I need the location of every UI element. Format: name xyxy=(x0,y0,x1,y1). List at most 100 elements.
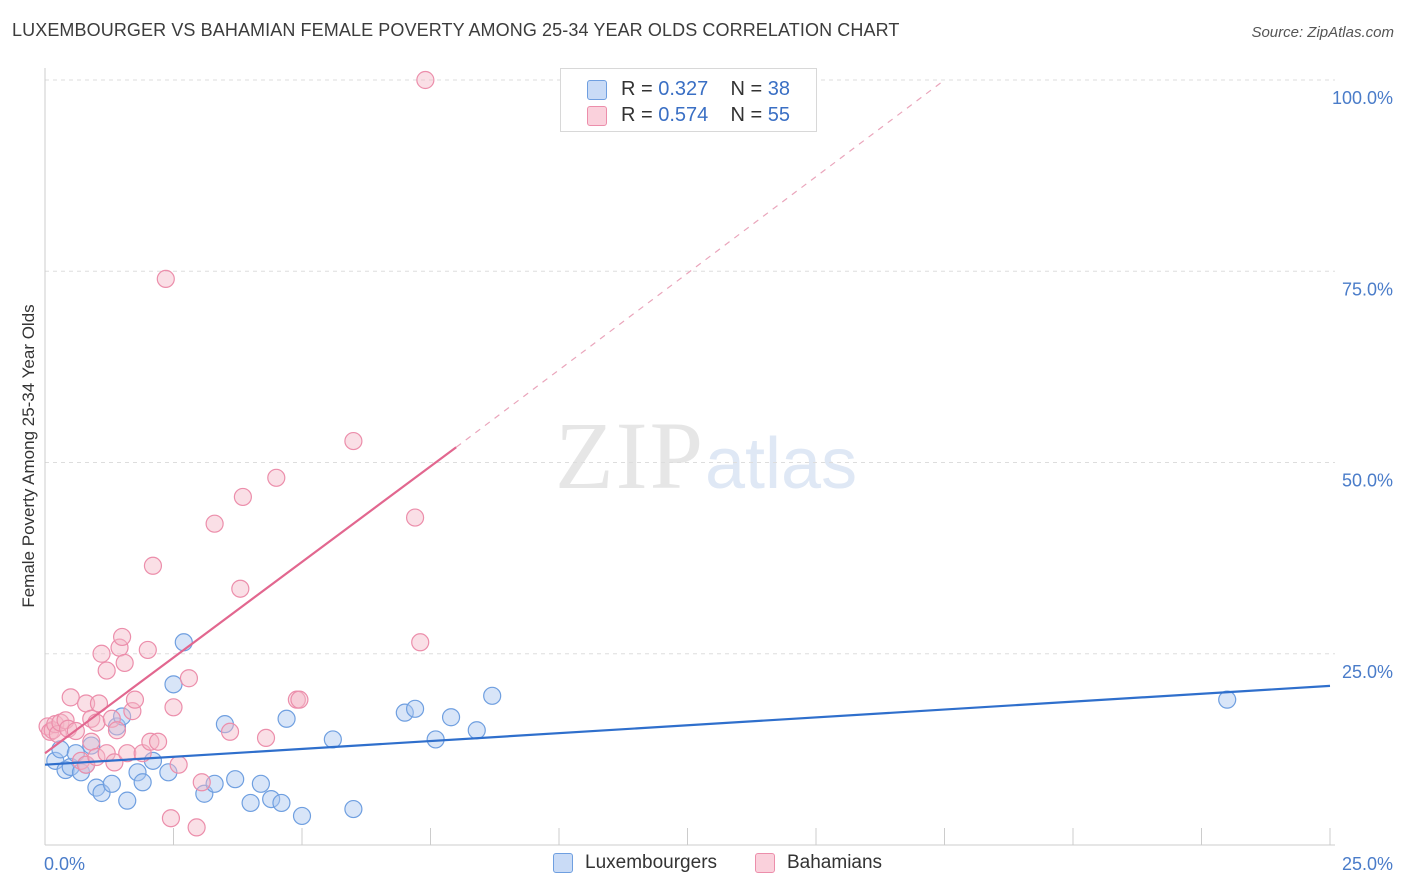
tick-labels: 100.0% 75.0% 50.0% 25.0% 0.0% 25.0% xyxy=(44,88,1393,874)
data-point-bahamians xyxy=(179,669,199,688)
data-point-bahamians xyxy=(416,70,435,90)
n-value: 55 xyxy=(767,104,791,126)
trend-line-luxembourgers xyxy=(44,684,1331,766)
correlation-legend: R = 0.327 N = 38 R = 0.574 N = 55 xyxy=(560,68,817,132)
r-label: R = xyxy=(621,78,653,100)
data-point-luxembourgers xyxy=(483,686,502,705)
data-point-bahamians xyxy=(187,818,206,837)
n-value: 38 xyxy=(767,78,791,100)
data-point-luxembourgers xyxy=(118,791,137,810)
data-point-luxembourgers xyxy=(174,633,193,652)
data-point-bahamians xyxy=(344,431,363,451)
y-tick-label: 50.0% xyxy=(1342,471,1393,491)
data-point-luxembourgers xyxy=(92,783,111,803)
watermark-zip: ZIP xyxy=(555,402,705,509)
n-label: N = xyxy=(730,78,763,100)
data-point-bahamians xyxy=(87,713,106,732)
legend-swatch-bahamians xyxy=(755,853,775,873)
data-point-bahamians xyxy=(125,690,145,709)
data-point-luxembourgers xyxy=(395,703,414,722)
data-point-luxembourgers xyxy=(344,799,363,819)
data-point-bahamians xyxy=(102,709,121,728)
data-point-bahamians xyxy=(61,688,80,707)
data-point-bahamians xyxy=(156,269,175,288)
data-point-luxembourgers xyxy=(102,774,121,793)
data-point-luxembourgers xyxy=(323,730,342,749)
legend-stats-luxembourgers: R = 0.327 N = 38 xyxy=(621,78,790,101)
y-tick-label: 25.0% xyxy=(1342,662,1393,682)
legend-stats-bahamians: R = 0.574 N = 55 xyxy=(621,104,790,127)
r-label: R = xyxy=(621,104,653,126)
data-point-bahamians xyxy=(192,773,211,792)
data-point-bahamians xyxy=(164,698,183,717)
data-point-bahamians xyxy=(77,755,96,774)
trend-lines xyxy=(44,79,1331,766)
data-point-bahamians xyxy=(231,579,250,598)
data-point-luxembourgers xyxy=(405,699,425,718)
data-point-bahamians xyxy=(148,732,168,751)
data-point-luxembourgers xyxy=(262,789,281,809)
data-point-bahamians xyxy=(205,514,224,533)
data-point-luxembourgers xyxy=(441,708,461,727)
data-point-luxembourgers xyxy=(164,675,183,694)
axes xyxy=(44,68,1335,846)
data-point-bahamians xyxy=(233,487,252,507)
chart-title: LUXEMBOURGER VS BAHAMIAN FEMALE POVERTY … xyxy=(12,20,900,40)
data-point-bahamians xyxy=(115,653,134,673)
legend-swatch-luxembourgers xyxy=(553,853,573,873)
data-point-luxembourgers xyxy=(277,709,296,728)
data-point-bahamians xyxy=(256,728,276,748)
data-point-luxembourgers xyxy=(82,736,101,755)
legend-label-bahamians: Bahamians xyxy=(787,852,883,873)
data-point-bahamians xyxy=(97,661,116,680)
data-point-bahamians xyxy=(141,732,160,751)
data-point-bahamians xyxy=(82,732,101,751)
data-point-bahamians xyxy=(123,702,142,721)
x-tick-label: 0.0% xyxy=(44,854,85,874)
data-point-luxembourgers xyxy=(56,760,75,780)
watermark-atlas: atlas xyxy=(705,424,858,504)
data-point-luxembourgers xyxy=(241,793,260,813)
data-point-luxembourgers xyxy=(292,806,312,826)
series-legend: Luxembourgers Bahamians xyxy=(0,852,1406,878)
data-point-bahamians xyxy=(411,633,430,652)
source-label: Source: ZipAtlas.com xyxy=(1251,24,1394,41)
data-point-bahamians xyxy=(92,644,111,663)
data-point-luxembourgers xyxy=(128,763,147,782)
data-point-bahamians xyxy=(405,508,425,527)
data-point-bahamians xyxy=(290,690,309,709)
trend-extension-bahamians xyxy=(455,79,945,448)
data-point-bahamians xyxy=(220,722,240,741)
data-point-bahamians xyxy=(105,753,124,772)
data-point-bahamians xyxy=(112,627,132,647)
legend-swatch-bahamians xyxy=(587,106,607,126)
data-point-bahamians xyxy=(169,755,188,774)
watermark: ZIPatlas xyxy=(555,400,857,511)
data-point-bahamians xyxy=(267,468,286,487)
y-tick-label: 100.0% xyxy=(1332,88,1393,108)
data-point-bahamians xyxy=(107,721,127,740)
data-point-luxembourgers xyxy=(133,773,152,792)
data-point-luxembourgers xyxy=(1218,690,1237,709)
data-point-luxembourgers xyxy=(251,774,270,793)
r-value: 0.574 xyxy=(658,104,709,126)
legend-item-luxembourgers: Luxembourgers xyxy=(553,852,717,874)
data-point-luxembourgers xyxy=(272,793,291,813)
data-point-luxembourgers xyxy=(226,770,245,789)
data-point-luxembourgers xyxy=(143,751,163,770)
x-tick-label: 25.0% xyxy=(1342,854,1393,874)
data-point-luxembourgers xyxy=(51,740,70,759)
n-label: N = xyxy=(730,104,763,126)
data-point-luxembourgers xyxy=(87,778,106,797)
legend-label-luxembourgers: Luxembourgers xyxy=(585,852,718,873)
trend-line-bahamians xyxy=(44,446,457,755)
legend-item-bahamians: Bahamians xyxy=(755,852,882,874)
y-tick-label: 75.0% xyxy=(1342,279,1393,299)
grid-lines xyxy=(45,79,1335,655)
data-point-bahamians xyxy=(138,640,157,660)
data-point-luxembourgers xyxy=(467,721,486,740)
legend-swatch-luxembourgers xyxy=(587,80,607,100)
r-value: 0.327 xyxy=(658,78,709,100)
data-points xyxy=(38,70,1237,837)
